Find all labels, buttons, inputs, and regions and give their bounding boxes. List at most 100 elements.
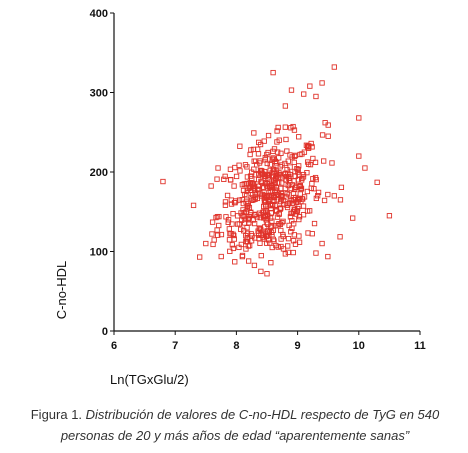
data-point (197, 254, 203, 260)
data-point (276, 170, 282, 176)
data-point (296, 216, 302, 223)
data-point (337, 197, 344, 203)
data-point (325, 122, 331, 128)
data-point (331, 64, 337, 70)
data-point (226, 237, 233, 243)
data-point (268, 210, 274, 216)
data-point (271, 146, 278, 152)
data-point (215, 232, 221, 238)
data-point (319, 240, 325, 247)
data-point (296, 134, 302, 140)
data-point (160, 178, 166, 185)
data-point (274, 128, 280, 134)
data-point (239, 252, 246, 259)
data-point (218, 253, 224, 260)
data-point (203, 240, 209, 247)
data-point (214, 227, 220, 233)
x-tick-label: 11 (414, 340, 426, 352)
data-point (261, 138, 267, 144)
data-point (210, 241, 216, 248)
data-point (231, 183, 237, 189)
data-point (287, 164, 293, 170)
y-tick-label: 200 (90, 167, 108, 179)
data-point (286, 222, 292, 229)
y-tick-label: 400 (90, 8, 108, 20)
data-point (293, 199, 300, 206)
data-point (271, 193, 277, 199)
data-point (305, 145, 312, 151)
data-point (325, 133, 331, 139)
data-point (221, 176, 227, 182)
y-axis-label: C-no-HDL (54, 261, 69, 320)
data-point (313, 93, 319, 100)
data-point (274, 214, 281, 220)
data-point (230, 211, 236, 217)
data-point (269, 218, 275, 224)
data-point (304, 188, 311, 195)
data-point (214, 214, 221, 220)
data-point (251, 166, 257, 172)
data-point (222, 199, 229, 205)
data-point (230, 245, 237, 252)
data-point (237, 168, 243, 174)
data-point (232, 259, 238, 265)
data-point (255, 183, 261, 189)
data-point (251, 130, 257, 136)
data-point (258, 252, 264, 259)
data-point (249, 197, 255, 204)
y-tick-label: 300 (90, 88, 108, 100)
data-point (270, 155, 276, 161)
x-tick-label: 6 (111, 340, 117, 352)
data-point (290, 200, 296, 206)
data-point (296, 196, 302, 203)
data-point (283, 136, 289, 143)
data-point (267, 215, 274, 221)
data-point (279, 162, 285, 168)
data-point (256, 139, 262, 146)
data-point (209, 231, 215, 237)
data-point (222, 202, 229, 208)
data-point (321, 158, 327, 164)
data-point (288, 229, 294, 235)
x-axis-label: Ln(TGxGlu/2) (110, 372, 189, 387)
data-point (226, 226, 232, 232)
data-point (307, 83, 313, 89)
data-point (278, 243, 284, 250)
data-point (263, 208, 269, 214)
data-point (319, 132, 326, 138)
data-point (245, 258, 252, 264)
data-point (244, 236, 250, 242)
data-point (230, 231, 236, 237)
data-point (265, 132, 272, 139)
data-point (252, 186, 258, 193)
data-point (218, 231, 225, 238)
data-point (255, 151, 262, 157)
data-point (264, 183, 270, 189)
data-point (228, 201, 235, 207)
data-point (242, 220, 248, 226)
data-point (325, 191, 331, 198)
data-point (215, 165, 221, 171)
data-point (337, 234, 343, 240)
data-point (248, 212, 254, 218)
data-point (282, 103, 289, 109)
data-point (267, 162, 273, 168)
data-point (244, 174, 251, 180)
data-point (309, 231, 315, 237)
data-point (356, 115, 362, 121)
data-point (296, 214, 303, 220)
data-point (278, 236, 284, 242)
data-point (301, 91, 307, 97)
data-point (241, 181, 247, 187)
data-point (338, 184, 345, 190)
data-points (160, 64, 393, 277)
data-point (285, 235, 292, 242)
data-point (260, 232, 267, 239)
data-point (227, 248, 233, 254)
data-point (260, 213, 267, 219)
data-point (350, 215, 356, 221)
data-point (263, 233, 270, 240)
data-point (228, 176, 234, 183)
data-point (300, 196, 306, 202)
data-point (270, 236, 276, 243)
